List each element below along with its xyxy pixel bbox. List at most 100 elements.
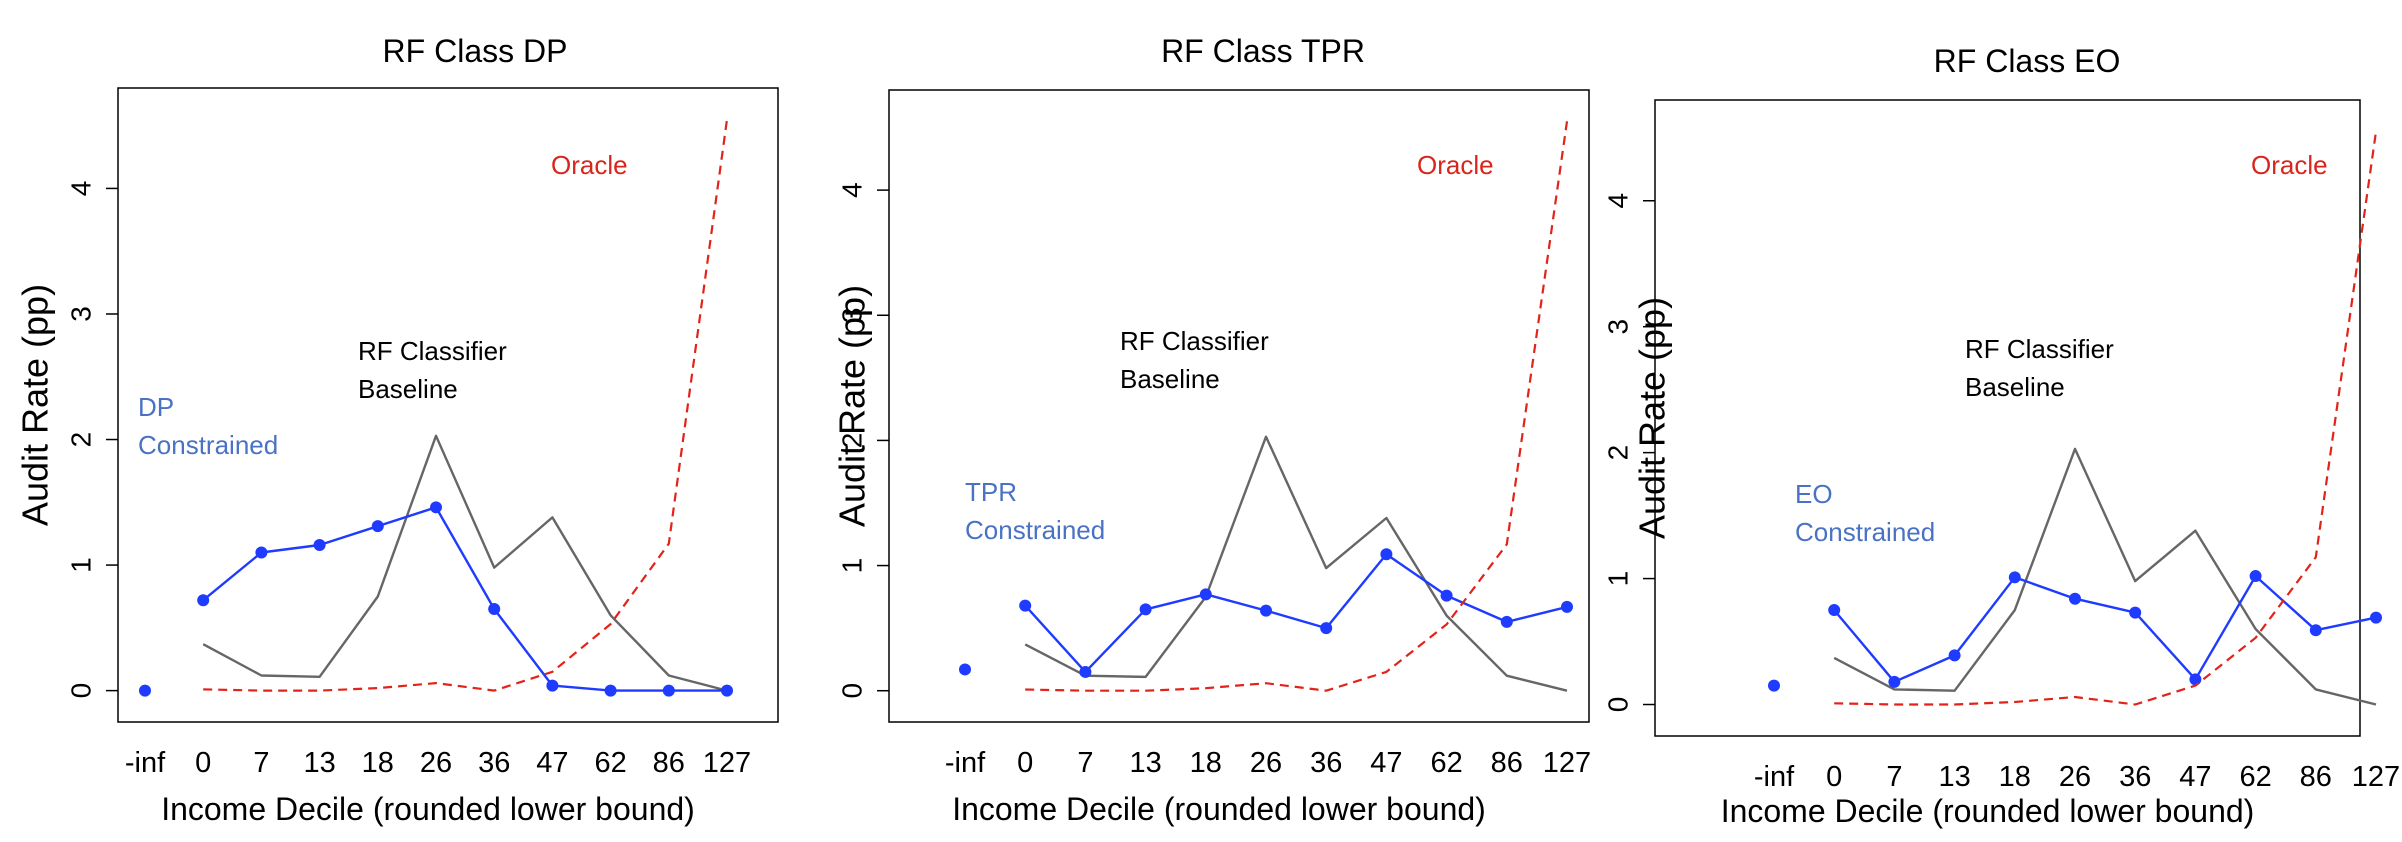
series-label: RF Classifier — [358, 336, 507, 366]
data-point — [1320, 622, 1333, 635]
x-tick-label: 18 — [1999, 761, 2031, 793]
y-tick-label: 0 — [65, 683, 96, 699]
y-axis-label: Audit Rate (pp) — [832, 285, 873, 527]
chart-title: RF Class EO — [1934, 43, 2121, 79]
x-tick-label: 62 — [594, 747, 626, 779]
data-point — [1079, 665, 1092, 678]
y-tick-label: 4 — [836, 182, 867, 198]
y-tick-label: 0 — [1602, 697, 1633, 713]
data-point — [1561, 600, 1573, 613]
x-tick-label: 47 — [2179, 761, 2211, 793]
chart-title: RF Class TPR — [1161, 33, 1365, 69]
y-tick-label: 2 — [65, 432, 96, 448]
y-tick-label: 4 — [1602, 193, 1633, 209]
y-tick-label: 2 — [1602, 445, 1633, 461]
data-point — [1948, 649, 1961, 662]
x-tick-label: 0 — [1017, 747, 1033, 779]
x-tick-label: 7 — [253, 747, 269, 779]
y-tick-label: 4 — [65, 181, 96, 197]
data-point — [139, 684, 151, 697]
series-rf-classifier-baseline: RF Classifier Baseline — [1833, 334, 2377, 706]
x-tick-label: 18 — [1190, 747, 1222, 779]
x-axis-label: Income Decile (rounded lower bound) — [161, 791, 695, 827]
plot-frame — [888, 89, 1590, 723]
data-point — [197, 594, 210, 607]
data-point — [488, 603, 501, 616]
series-line — [1834, 131, 2378, 706]
series-label: Oracle — [551, 150, 628, 180]
series-line — [1024, 553, 1568, 674]
chart-panel-3: RF Class EO 0 1 2 3 4 -inf 0 7 13 18 26 36 47 62 86 127 I… — [1602, 43, 2400, 829]
data-point — [255, 546, 268, 559]
x-tick-label: -inf — [125, 747, 166, 779]
data-point — [2249, 570, 2262, 583]
series-label: Oracle — [2251, 150, 2328, 180]
data-point — [1768, 679, 1780, 692]
series-eo-constrained: EO Constrained — [1768, 479, 2382, 692]
series-dp-constrained: DP Constrained — [138, 392, 733, 697]
x-tick-label: 62 — [1430, 747, 1462, 779]
y-tick-label: 1 — [1602, 571, 1633, 587]
x-tick-label: 86 — [653, 747, 685, 779]
data-point — [2008, 571, 2021, 584]
data-point — [546, 679, 559, 692]
x-tick-label: 26 — [1250, 747, 1282, 779]
series-label: RF Classifier — [1965, 334, 2114, 364]
x-tick-label: 26 — [420, 747, 452, 779]
data-point — [721, 684, 733, 697]
y-tick-label: 2 — [836, 433, 867, 449]
series-label: Oracle — [1417, 150, 1494, 180]
chart-panel-1: RF Class DP 0 1 2 3 4 -inf 0 7 13 18 26 36 47 62 86 127I… — [15, 33, 779, 827]
series-oracle: Oracle — [1025, 121, 1569, 692]
data-point — [1500, 615, 1513, 628]
data-point — [1260, 604, 1272, 617]
x-tick-label: 127 — [2352, 761, 2400, 793]
x-tick-label: 0 — [1826, 761, 1842, 793]
x-tick-label: 13 — [1129, 747, 1161, 779]
chart-panel-2: RF Class TPR 0 1 2 3 4 -inf 0 7 13 18 26 36 47 62 86 127… — [832, 33, 1592, 827]
x-tick-label: 0 — [195, 747, 211, 779]
data-point — [662, 684, 675, 697]
x-tick-label: 62 — [2239, 761, 2271, 793]
x-tick-label: 47 — [1370, 747, 1402, 779]
data-point — [1139, 603, 1152, 616]
data-point — [2309, 624, 2322, 637]
data-point — [2129, 606, 2142, 619]
series-label: Constrained — [138, 430, 278, 460]
data-point — [2189, 673, 2202, 686]
series-oracle: Oracle — [203, 119, 729, 692]
y-tick-label: 0 — [836, 683, 867, 699]
data-point — [1888, 675, 1901, 688]
series-rf-classifier-baseline: RF Classifier Baseline — [202, 336, 728, 692]
data-point — [371, 520, 384, 533]
plot-frame — [117, 87, 779, 723]
x-tick-label: 86 — [1491, 747, 1523, 779]
y-tick-label: 1 — [836, 558, 867, 574]
x-axis-label: Income Decile (rounded lower bound) — [952, 791, 1486, 827]
series-line — [202, 434, 728, 692]
series-label: Baseline — [1965, 372, 2065, 402]
series-line — [1025, 121, 1569, 692]
x-tick-label: -inf — [1754, 761, 1795, 793]
data-point — [959, 663, 971, 676]
x-tick-label: 36 — [2119, 761, 2151, 793]
y-axis-label: Audit Rate (pp) — [1632, 297, 1673, 539]
data-point — [1380, 548, 1393, 561]
series-label: Baseline — [1120, 364, 1220, 394]
data-point — [1440, 589, 1453, 602]
x-tick-label: 26 — [2059, 761, 2091, 793]
series-rf-classifier-baseline: RF Classifier Baseline — [1024, 326, 1568, 692]
data-point — [604, 684, 617, 697]
y-tick-label: 3 — [1602, 319, 1633, 335]
series-label: TPR — [965, 477, 1017, 507]
x-tick-label: 18 — [362, 747, 394, 779]
series-label: Baseline — [358, 374, 458, 404]
x-axis-label: Income Decile (rounded lower bound) — [1721, 793, 2255, 829]
series-line — [202, 506, 727, 692]
chart-title: RF Class DP — [383, 33, 568, 69]
x-tick-label: 86 — [2300, 761, 2332, 793]
y-tick-label: 3 — [65, 306, 96, 322]
data-point — [2069, 592, 2081, 605]
data-point — [1828, 604, 1841, 617]
